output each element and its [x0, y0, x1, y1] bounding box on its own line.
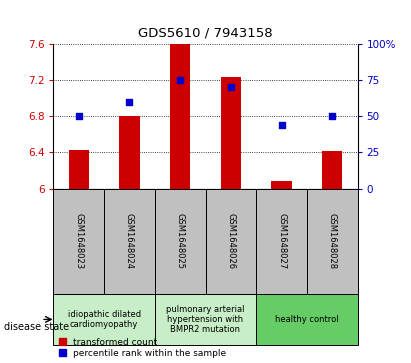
Bar — [170, 44, 190, 189]
Bar — [69, 150, 89, 189]
Point — [76, 113, 82, 119]
Point — [126, 99, 133, 105]
FancyBboxPatch shape — [155, 294, 256, 345]
FancyBboxPatch shape — [155, 189, 206, 294]
Text: GSM1648027: GSM1648027 — [277, 213, 286, 269]
Title: GDS5610 / 7943158: GDS5610 / 7943158 — [138, 26, 273, 40]
Text: healthy control: healthy control — [275, 315, 339, 324]
Point — [177, 77, 183, 83]
Legend: transformed count, percentile rank within the sample: transformed count, percentile rank withi… — [58, 337, 227, 359]
FancyBboxPatch shape — [256, 294, 358, 345]
Text: GSM1648025: GSM1648025 — [175, 213, 185, 269]
Text: GSM1648028: GSM1648028 — [328, 213, 337, 269]
Text: GSM1648026: GSM1648026 — [226, 213, 236, 269]
Bar — [322, 151, 342, 189]
Text: pulmonary arterial
hypertension with
BMPR2 mutation: pulmonary arterial hypertension with BMP… — [166, 305, 245, 334]
Text: GSM1648023: GSM1648023 — [74, 213, 83, 269]
Text: idiopathic dilated
cardiomyopathy: idiopathic dilated cardiomyopathy — [67, 310, 141, 329]
FancyBboxPatch shape — [256, 189, 307, 294]
Text: disease state: disease state — [4, 322, 69, 332]
FancyBboxPatch shape — [206, 189, 256, 294]
Text: GSM1648024: GSM1648024 — [125, 213, 134, 269]
FancyBboxPatch shape — [104, 189, 155, 294]
FancyBboxPatch shape — [53, 189, 104, 294]
FancyBboxPatch shape — [53, 294, 155, 345]
FancyBboxPatch shape — [307, 189, 358, 294]
Point — [228, 84, 234, 90]
Bar — [271, 182, 292, 189]
Point — [278, 122, 285, 128]
Bar — [119, 116, 140, 189]
Point — [329, 113, 335, 119]
Bar — [221, 77, 241, 189]
